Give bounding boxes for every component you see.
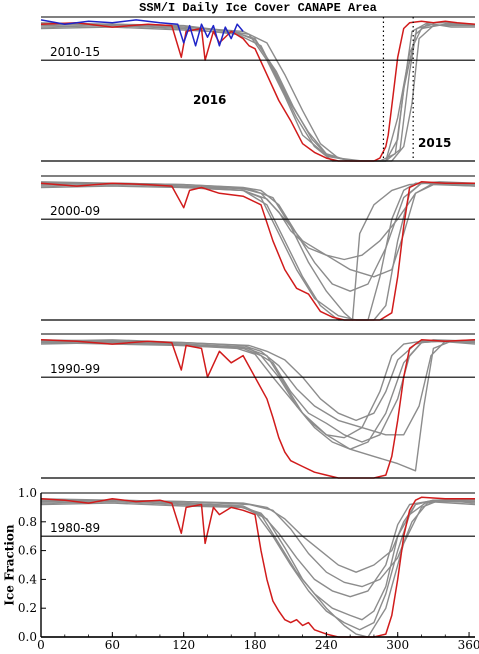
y-tick-label-0.6: 0.6 [18, 544, 37, 558]
panel-1980-89: 1980-89 [40, 492, 476, 638]
x-tick-label-120: 120 [172, 638, 195, 652]
panel-2010-15: 2010-15 [40, 16, 476, 162]
y-axis: 0.0 0.2 0.4 0.6 0.8 1.0 [18, 486, 46, 644]
chart-panels: 2010-15 2000-09 1990-99 1980-89 [40, 16, 476, 638]
series-line-2016-2010-15 [40, 19, 244, 47]
series-line-other-5-2000-09 [40, 181, 476, 292]
x-tick-label-180: 180 [244, 638, 267, 652]
x-tick-label-240: 240 [315, 638, 338, 652]
y-tick-label-1.0: 1.0 [18, 486, 37, 500]
panel-label-1990-99: 1990-99 [50, 362, 100, 376]
series-line-other-1-1980-89 [40, 499, 476, 638]
series-line-highlight-0-2000-09 [40, 181, 475, 321]
panel-label-1980-89: 1980-89 [50, 521, 100, 535]
series-line-other-3-2000-09 [40, 183, 476, 278]
panel-2000-09: 2000-09 [40, 175, 476, 321]
series-line-other-1-1990-99 [40, 340, 476, 472]
x-tick-label-60: 60 [105, 638, 120, 652]
series-line-highlight-0-1980-89 [40, 496, 475, 638]
x-tick-label-360: 360 [458, 638, 479, 652]
x-axis: 0 60 120 180 240 300 360 [37, 632, 479, 652]
year-2016-label: 2016 [193, 93, 226, 107]
panel-label-2000-09: 2000-09 [50, 204, 100, 218]
panel-1990-99: 1990-99 [40, 333, 476, 479]
chart-title: SSM/I Daily Ice Cover CANAPE Area [139, 1, 377, 15]
x-tick-label-0: 0 [37, 638, 45, 652]
y-tick-label-0.2: 0.2 [18, 601, 37, 615]
series-line-other-4-2010-15 [40, 23, 475, 162]
series-line-other-2-1990-99 [40, 340, 476, 443]
x-tick-label-300: 300 [386, 638, 409, 652]
series-line-other-4-2000-09 [40, 182, 476, 321]
y-tick-label-0.8: 0.8 [18, 515, 37, 529]
series-line-2015-2010-15 [40, 20, 476, 162]
series-line-other-0-1980-89 [40, 499, 476, 621]
series-line-highlight-0-1990-99 [40, 339, 476, 479]
series-line-other-4-1990-99 [40, 340, 476, 439]
y-axis-label: Ice Fraction [3, 524, 17, 606]
series-line-other-5-1980-89 [40, 499, 475, 631]
y-tick-label-0.4: 0.4 [18, 572, 37, 586]
y-tick-label-0.0: 0.0 [18, 630, 37, 644]
panel-label-2010-15: 2010-15 [50, 45, 100, 59]
series-line-other-5-1990-99 [40, 339, 476, 422]
year-2015-label: 2015 [418, 136, 451, 150]
